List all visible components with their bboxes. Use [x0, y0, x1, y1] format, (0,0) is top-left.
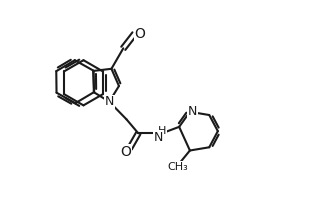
Text: N: N	[153, 131, 163, 144]
Text: N: N	[104, 95, 114, 108]
Text: H: H	[158, 126, 166, 136]
Text: O: O	[120, 144, 131, 159]
Text: O: O	[134, 27, 145, 41]
Text: CH₃: CH₃	[168, 162, 188, 172]
Text: N: N	[188, 105, 197, 118]
